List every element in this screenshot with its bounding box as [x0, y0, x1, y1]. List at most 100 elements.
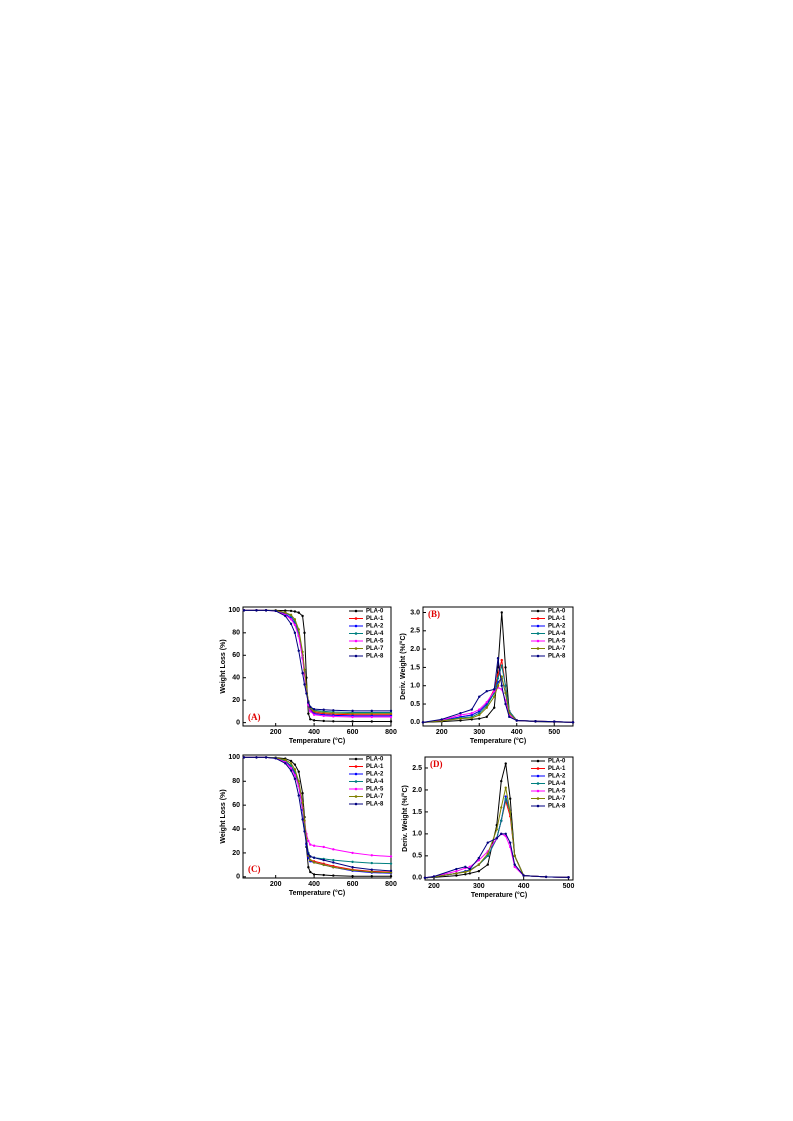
- legend-marker: [536, 654, 540, 658]
- data-point: [297, 770, 300, 773]
- data-point: [509, 841, 512, 844]
- data-point: [389, 855, 393, 858]
- plot-frame: [242, 606, 392, 727]
- data-point: [297, 780, 300, 783]
- y-tick-label: 0.5: [410, 701, 420, 708]
- data-point: [477, 863, 481, 866]
- legend-label: PLA-5: [548, 639, 566, 645]
- data-point: [468, 867, 472, 871]
- data-point: [293, 763, 297, 766]
- legend-marker: [354, 772, 358, 776]
- legend-marker: [354, 802, 358, 806]
- x-tick-label: 400: [511, 729, 523, 736]
- data-point: [493, 688, 496, 691]
- data-point: [485, 715, 488, 719]
- legend-label: PLA-4: [366, 779, 384, 785]
- panel-label: (A): [248, 712, 261, 722]
- series-line: [422, 686, 574, 723]
- y-tick-label: 2.5: [410, 628, 420, 635]
- data-point: [289, 762, 293, 765]
- data-point: [389, 871, 393, 874]
- legend-label: PLA-8: [366, 654, 384, 660]
- data-point: [370, 870, 373, 874]
- data-point: [293, 618, 297, 621]
- legend-label: PLA-2: [548, 774, 566, 780]
- data-point: [389, 712, 393, 715]
- series-line: [424, 763, 569, 879]
- data-point: [303, 819, 306, 822]
- y-tick-label: 1.0: [412, 831, 422, 838]
- data-point: [495, 828, 498, 831]
- y-tick-label: 1.5: [412, 809, 422, 816]
- data-point: [504, 795, 507, 798]
- legend-marker: [354, 654, 358, 658]
- data-point: [509, 810, 512, 814]
- data-point: [312, 719, 316, 722]
- data-point: [305, 685, 308, 688]
- x-tick-label: 500: [548, 729, 560, 736]
- data-point: [567, 876, 570, 879]
- y-tick-label: 0.5: [412, 853, 422, 860]
- data-point: [389, 875, 393, 878]
- x-tick-label: 400: [518, 883, 530, 890]
- data-point: [284, 758, 287, 761]
- data-point: [440, 718, 443, 721]
- legend-label: PLA-0: [366, 609, 384, 615]
- y-axis-title: Deriv. Weight (%/°C): [399, 633, 407, 700]
- data-point: [351, 869, 354, 872]
- data-point: [496, 657, 500, 660]
- x-tick-label: 800: [385, 881, 397, 888]
- data-point: [509, 797, 512, 800]
- data-point: [500, 684, 503, 687]
- data-point: [301, 650, 304, 654]
- data-point: [486, 863, 489, 866]
- data-point: [301, 672, 304, 675]
- x-tick-label: 300: [473, 883, 485, 890]
- data-point: [464, 873, 467, 876]
- data-point: [322, 845, 325, 849]
- data-point: [500, 832, 503, 836]
- x-tick-label: 600: [347, 729, 359, 736]
- data-point: [455, 867, 458, 871]
- data-point: [309, 843, 312, 846]
- x-tick-label: 200: [436, 729, 448, 736]
- data-point: [351, 860, 354, 864]
- data-point: [322, 708, 325, 711]
- data-point: [312, 713, 316, 716]
- legend-marker: [354, 787, 358, 791]
- data-point: [513, 863, 516, 866]
- y-tick-label: 3.0: [410, 609, 420, 616]
- data-point: [332, 861, 335, 864]
- y-tick-label: 100: [228, 754, 240, 761]
- data-point: [351, 720, 354, 723]
- data-point: [289, 759, 293, 763]
- data-point: [485, 706, 488, 709]
- data-point: [322, 711, 325, 714]
- data-point: [312, 856, 316, 859]
- data-point: [289, 769, 293, 772]
- legend-marker: [536, 774, 540, 778]
- x-tick-label: 200: [428, 883, 440, 890]
- data-point: [264, 756, 268, 759]
- data-point: [289, 613, 293, 617]
- data-point: [312, 710, 316, 713]
- legend-label: PLA-1: [366, 764, 384, 770]
- data-point: [477, 856, 481, 860]
- legend-marker: [354, 780, 358, 783]
- x-tick-label: 200: [270, 729, 282, 736]
- data-point: [242, 756, 246, 759]
- data-point: [496, 677, 500, 680]
- data-point: [370, 712, 373, 715]
- y-tick-label: 0: [236, 719, 240, 726]
- data-point: [289, 622, 293, 626]
- data-point: [500, 806, 503, 809]
- data-point: [293, 774, 297, 777]
- data-point: [370, 854, 373, 857]
- data-point: [571, 721, 575, 724]
- legend-label: PLA-0: [548, 759, 566, 765]
- data-point: [312, 861, 316, 864]
- legend-marker: [354, 609, 358, 613]
- legend-label: PLA-2: [366, 624, 384, 630]
- data-point: [332, 711, 335, 715]
- data-point: [515, 719, 518, 722]
